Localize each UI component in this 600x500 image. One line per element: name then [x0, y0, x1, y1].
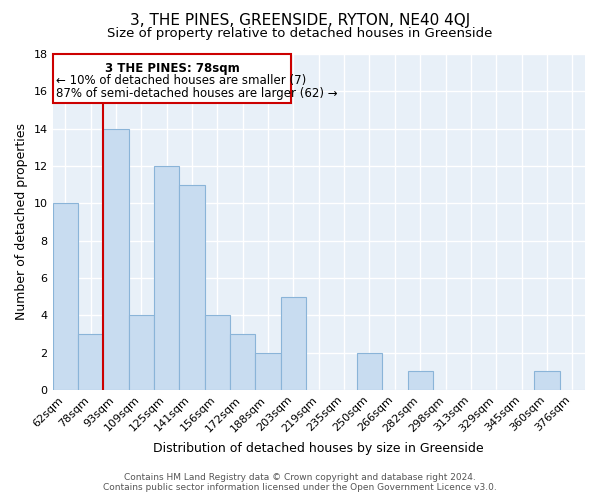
Text: 3 THE PINES: 78sqm: 3 THE PINES: 78sqm [104, 62, 239, 75]
Bar [53, 204, 78, 390]
X-axis label: Distribution of detached houses by size in Greenside: Distribution of detached houses by size … [154, 442, 484, 455]
Bar [154, 166, 179, 390]
Bar [205, 315, 230, 390]
Bar [281, 296, 306, 390]
Bar [357, 352, 382, 390]
Bar [534, 371, 560, 390]
Y-axis label: Number of detached properties: Number of detached properties [15, 124, 28, 320]
Bar [407, 371, 433, 390]
Text: Size of property relative to detached houses in Greenside: Size of property relative to detached ho… [107, 28, 493, 40]
Bar [256, 352, 281, 390]
Text: 87% of semi-detached houses are larger (62) →: 87% of semi-detached houses are larger (… [56, 86, 337, 100]
Text: 3, THE PINES, GREENSIDE, RYTON, NE40 4QJ: 3, THE PINES, GREENSIDE, RYTON, NE40 4QJ [130, 12, 470, 28]
Bar [230, 334, 256, 390]
Text: ← 10% of detached houses are smaller (7): ← 10% of detached houses are smaller (7) [56, 74, 306, 86]
Text: Contains HM Land Registry data © Crown copyright and database right 2024.
Contai: Contains HM Land Registry data © Crown c… [103, 473, 497, 492]
Bar [128, 315, 154, 390]
FancyBboxPatch shape [53, 54, 291, 104]
Bar [179, 184, 205, 390]
Bar [103, 128, 128, 390]
Bar [78, 334, 103, 390]
